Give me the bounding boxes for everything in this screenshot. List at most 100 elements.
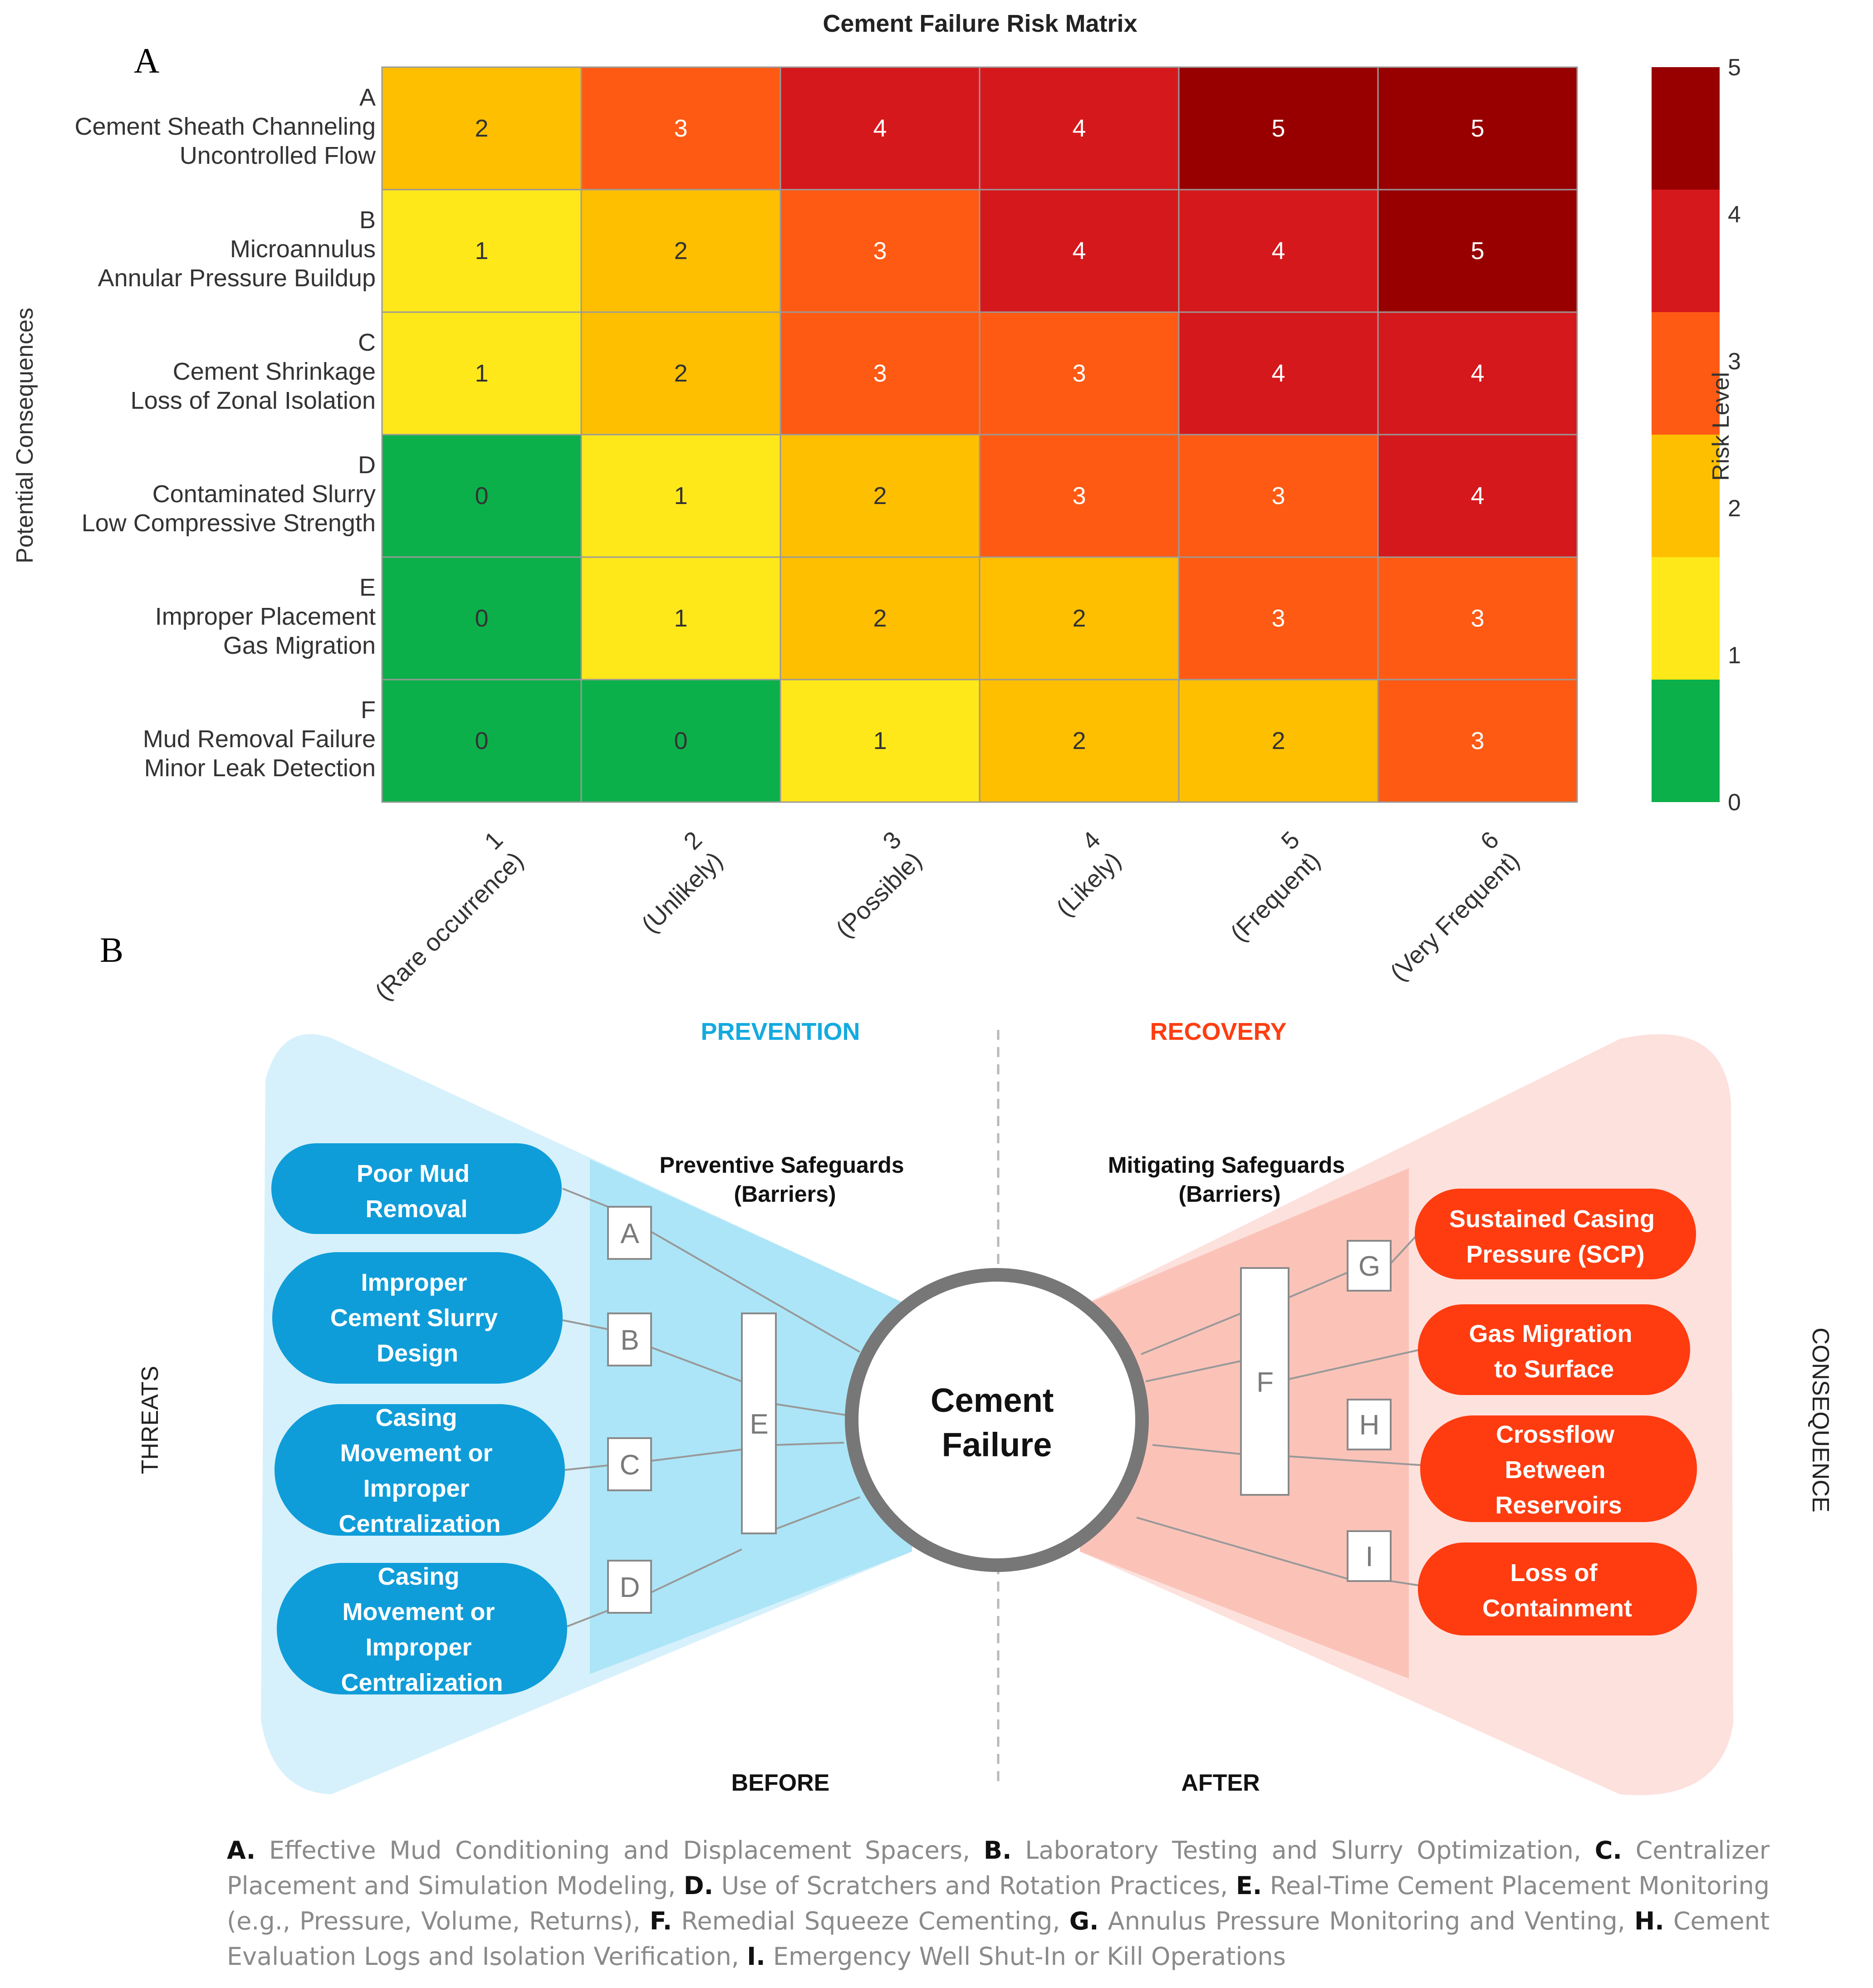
barrier-e-label: E — [750, 1409, 768, 1440]
heatmap-cell — [381, 679, 582, 803]
heatmap-cell — [580, 434, 781, 558]
barrier-d-label: D — [620, 1572, 640, 1603]
heatmap-cell — [1377, 556, 1578, 681]
legend-text: Emergency Well Shut-In or Kill Operation… — [765, 1942, 1286, 1971]
heatmap-cell — [580, 66, 781, 191]
heatmap-cell-value: 2 — [1072, 727, 1086, 754]
row-label: Minor Leak Detection — [144, 754, 376, 782]
barrier-h-label: H — [1359, 1410, 1380, 1441]
heatmap-cell — [1377, 189, 1578, 313]
heatmap-cell-value: 4 — [1271, 237, 1285, 264]
heatmap-cell — [780, 66, 981, 191]
svg-text:Loss of Containment: Loss of Containment — [1482, 1559, 1632, 1622]
heatmap-cell-value: 2 — [873, 605, 887, 632]
heatmap-cell — [1178, 679, 1379, 803]
row-label: Cement Shrinkage — [173, 358, 376, 385]
svg-text:Crossflow Between: Crossflow Between Reservoirs — [1495, 1421, 1622, 1519]
svg-text:Casing Movement or: Casing Movement or Improper Centralizati… — [341, 1563, 503, 1696]
heatmap-cell-value: 4 — [1471, 360, 1484, 387]
legend-item: G. Annulus Pressure Monitoring and Venti… — [1069, 1907, 1634, 1935]
legend-key: G. — [1069, 1907, 1099, 1935]
heatmap-cell — [580, 189, 781, 313]
column-label: 1(Rare occurrence) — [349, 826, 529, 1005]
legend-text: Real-Time Cement Placement Monitoring (e… — [227, 1871, 1770, 1935]
heatmap-cell-value: 5 — [1471, 115, 1484, 142]
row-letter-label: E — [359, 574, 376, 601]
panel-a-label: A — [134, 41, 159, 80]
barrier-g-box — [1347, 1240, 1392, 1292]
legend-item: A. Effective Mud Conditioning and Displa… — [227, 1836, 984, 1865]
heatmap-cell — [780, 434, 981, 558]
consequence-box: Sustained Casing Pressure (SCP) — [1415, 1189, 1696, 1279]
heatmap-cell-value: 4 — [1471, 482, 1484, 509]
colorbar-tick-label: 0 — [1728, 789, 1741, 816]
legend-item: I. Emergency Well Shut-In or Kill Operat… — [747, 1942, 1286, 1971]
column-label: 4(Likely) — [1031, 826, 1127, 922]
barrier-h-box — [1347, 1399, 1392, 1450]
column-label: 5(Frequent) — [1205, 826, 1325, 947]
barrier-d-box — [607, 1560, 652, 1614]
barrier-b-label: B — [620, 1325, 639, 1356]
consequence-box: Crossflow Between Reservoirs — [1420, 1415, 1697, 1522]
colorbar-tick-label: 5 — [1728, 54, 1741, 81]
barrier-a-box — [607, 1206, 652, 1260]
threat-box: Casing Movement or Improper Centralizati… — [277, 1563, 567, 1696]
consequence-heading: CONSEQUENCE — [1807, 1327, 1834, 1512]
heatmap-cell-value: 2 — [475, 115, 488, 142]
y-axis-label: Potential Consequences — [12, 308, 38, 563]
risk-matrix-panel: A Cement Failure Risk Matrix Potential C… — [12, 10, 1741, 1005]
heatmap-cell-value: 3 — [1471, 605, 1484, 632]
legend-text: Annulus Pressure Monitoring and Venting, — [1098, 1907, 1635, 1935]
colorbar-tick-label: 1 — [1728, 642, 1741, 669]
heatmap-cell-value: 1 — [475, 237, 488, 264]
threat-box: Casing Movement or Improper Centralizati… — [275, 1404, 565, 1538]
heatmap-cell — [381, 66, 582, 191]
heatmap-cell-value: 0 — [475, 605, 488, 632]
chart-title: Cement Failure Risk Matrix — [823, 10, 1137, 37]
heatmap-cell-value: 2 — [674, 360, 687, 387]
legend-item: B. Laboratory Testing and Slurry Optimiz… — [984, 1836, 1595, 1865]
panel-b-label: B — [100, 930, 123, 970]
barrier-c-box — [607, 1437, 652, 1491]
cement-failure-label: Cement Failure — [931, 1381, 1063, 1464]
heatmap-cell — [1178, 311, 1379, 436]
heatmap-cells: 2 3 4 4 5 5 1 2 3 4 4 5 1 2 3 3 4 4 0 1 2 3 3 4 0 1 2 2 3 3 0 0 1 2 2 3 — [381, 66, 1578, 803]
svg-text:Improper Cement Slurry: Improper Cement Slurry Design — [330, 1269, 505, 1367]
heatmap-cell-value: 3 — [1271, 482, 1285, 509]
recovery-heading: RECOVERY — [1150, 1018, 1286, 1045]
heatmap-cell — [979, 556, 1180, 681]
legend-key: D. — [683, 1871, 714, 1900]
row-label: Improper Placement — [155, 603, 376, 630]
heatmap-cell-value: 4 — [1072, 115, 1086, 142]
legend-key: E. — [1236, 1871, 1262, 1900]
heatmap-cell-value: 1 — [873, 727, 887, 754]
legend-item: F. Remedial Squeeze Cementing, — [650, 1907, 1069, 1935]
heatmap-cell-value: 0 — [475, 482, 488, 509]
mitigating-safeguards-title: Mitigating Safeguards (Barriers) — [1108, 1152, 1351, 1207]
row-label: Gas Migration — [223, 632, 376, 659]
preventive-safeguards-title: Preventive Safeguards (Barriers) — [659, 1152, 910, 1207]
heatmap-cell — [1178, 66, 1379, 191]
threat-box: Poor Mud Removal — [271, 1143, 562, 1234]
heatmap-cell-value: 3 — [1471, 727, 1484, 754]
prevention-heading: PREVENTION — [701, 1018, 860, 1045]
legend-key: F. — [649, 1907, 672, 1935]
heatmap-cell-value: 3 — [873, 237, 887, 264]
legend-text: Laboratory Testing and Slurry Optimizati… — [1011, 1836, 1595, 1865]
legend-key: C. — [1594, 1836, 1622, 1865]
threat-box: Improper Cement Slurry Design — [272, 1252, 563, 1384]
row-letter-label: D — [358, 451, 376, 479]
heatmap-cell — [1377, 679, 1578, 803]
barrier-f-box — [1240, 1267, 1290, 1496]
barrier-b-box — [607, 1312, 652, 1366]
row-label: Microannulus — [230, 235, 376, 263]
heatmap-cell-value: 1 — [674, 482, 687, 509]
heatmap-cell-value: 2 — [1072, 605, 1086, 632]
barrier-f-label: F — [1256, 1367, 1274, 1398]
heatmap-cell — [979, 679, 1180, 803]
svg-text:Casing Movement or: Casing Movement or Improper Centralizati… — [338, 1404, 500, 1538]
heatmap-cell — [580, 311, 781, 436]
bowtie-panel: B — [100, 930, 1834, 1796]
heatmap-cell-value: 3 — [1271, 605, 1285, 632]
